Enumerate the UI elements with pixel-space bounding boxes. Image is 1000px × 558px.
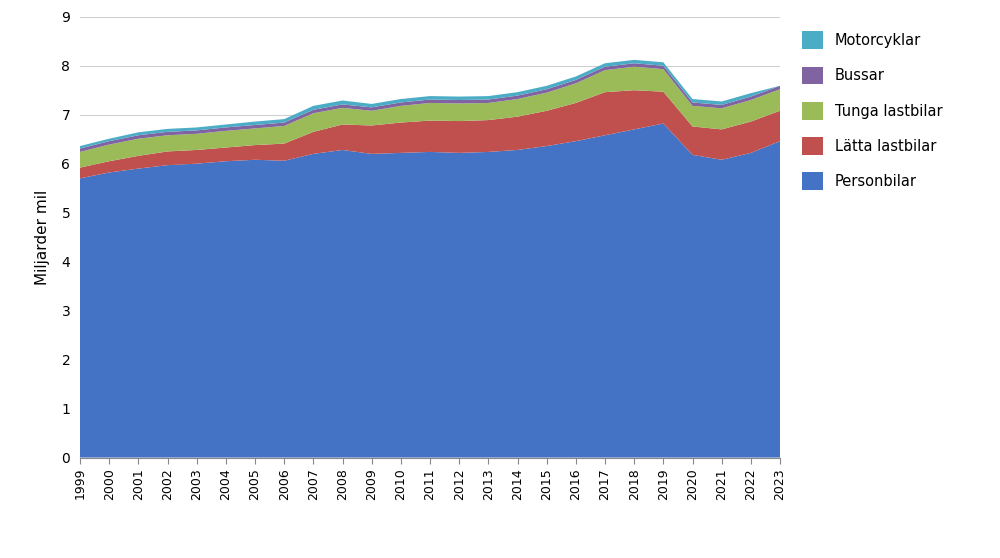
Legend: Motorcyklar, Bussar, Tunga lastbilar, Lätta lastbilar, Personbilar: Motorcyklar, Bussar, Tunga lastbilar, Lä… xyxy=(794,24,950,198)
Y-axis label: Miljarder mil: Miljarder mil xyxy=(35,190,50,285)
